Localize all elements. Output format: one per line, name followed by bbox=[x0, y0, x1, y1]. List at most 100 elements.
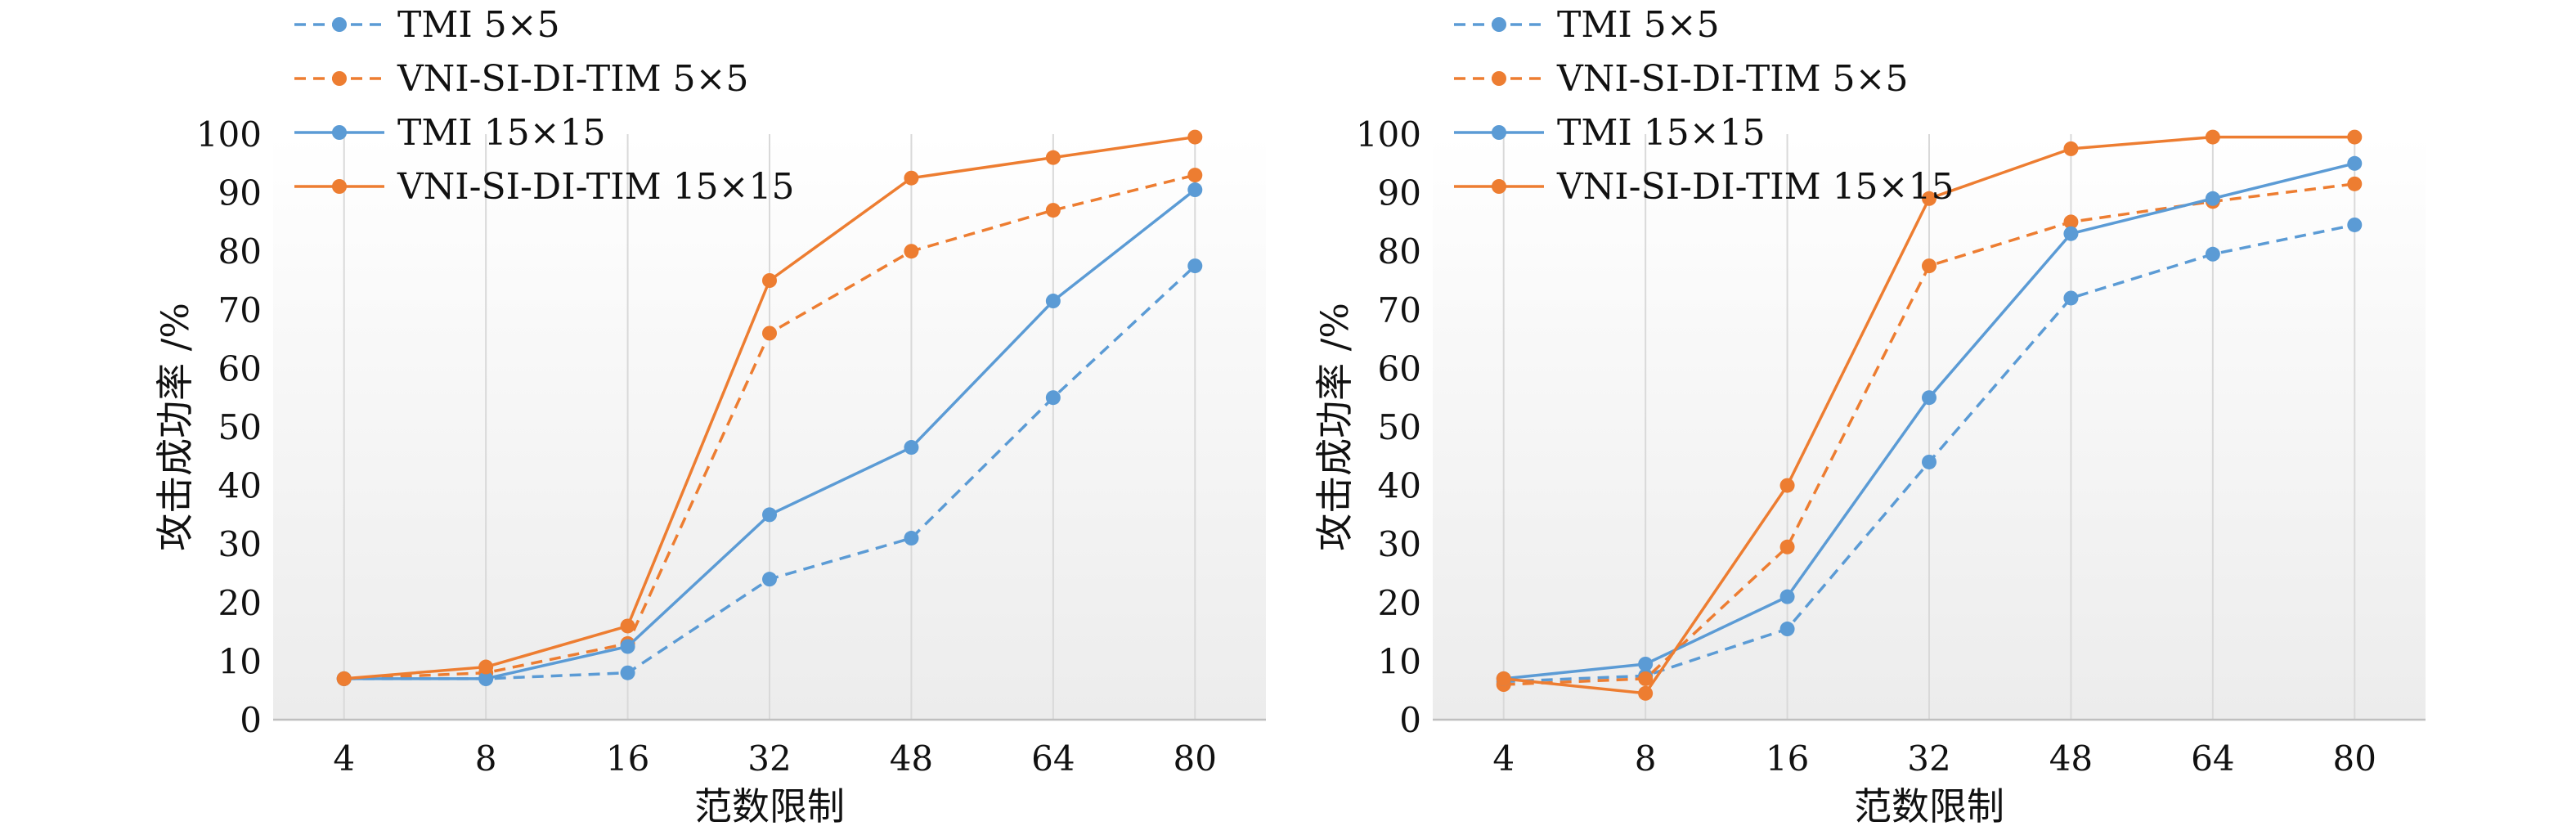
data-point bbox=[2347, 217, 2363, 232]
data-point bbox=[1638, 671, 1654, 686]
x-axis-label: 范数限制 bbox=[694, 784, 845, 828]
y-tick-label: 100 bbox=[196, 114, 262, 155]
data-point bbox=[1045, 294, 1061, 309]
data-point bbox=[2063, 141, 2079, 156]
data-point bbox=[2205, 246, 2220, 262]
x-tick-label: 64 bbox=[1031, 738, 1075, 779]
x-tick-label: 4 bbox=[1492, 738, 1515, 779]
legend-label: VNI-SI-DI-TIM 5×5 bbox=[1556, 58, 1909, 100]
data-point bbox=[904, 170, 919, 186]
legend-marker bbox=[1492, 17, 1506, 32]
data-point bbox=[336, 671, 352, 686]
x-tick-label: 16 bbox=[606, 738, 649, 779]
x-tick-label: 8 bbox=[1635, 738, 1657, 779]
y-tick-label: 90 bbox=[1378, 173, 1421, 213]
x-tick-label: 48 bbox=[890, 738, 933, 779]
data-point bbox=[1779, 622, 1795, 637]
data-point bbox=[1187, 258, 1203, 274]
data-point bbox=[1922, 258, 1936, 274]
y-axis-label: 攻击成功率 /% bbox=[1313, 303, 1357, 551]
y-tick-label: 0 bbox=[240, 700, 262, 740]
data-point bbox=[1922, 454, 1936, 469]
y-tick-label: 70 bbox=[218, 290, 262, 330]
series-4 bbox=[336, 129, 1203, 686]
y-tick-label: 10 bbox=[218, 641, 262, 681]
y-tick-label: 20 bbox=[218, 583, 262, 623]
y-tick-label: 60 bbox=[1378, 348, 1421, 388]
legend-label: VNI-SI-DI-TIM 15×15 bbox=[1556, 166, 1954, 208]
y-tick-label: 0 bbox=[1399, 700, 1421, 740]
y-tick-label: 50 bbox=[1378, 407, 1421, 447]
legend-marker bbox=[332, 125, 347, 140]
y-tick-label: 20 bbox=[1378, 583, 1421, 623]
data-point bbox=[1187, 168, 1203, 183]
x-tick-label: 80 bbox=[2333, 738, 2376, 779]
data-point bbox=[762, 507, 777, 523]
data-point bbox=[904, 244, 919, 259]
x-tick-label: 4 bbox=[333, 738, 355, 779]
x-tick-label: 64 bbox=[2191, 738, 2234, 779]
data-point bbox=[2347, 155, 2363, 171]
data-point bbox=[1045, 150, 1061, 165]
data-point bbox=[762, 273, 777, 288]
data-point bbox=[620, 639, 635, 654]
data-point bbox=[1922, 191, 1936, 206]
y-tick-label: 80 bbox=[218, 231, 262, 272]
data-point bbox=[762, 572, 777, 587]
legend-label: TMI 5×5 bbox=[397, 4, 560, 46]
data-point bbox=[620, 618, 635, 634]
data-point bbox=[478, 659, 494, 675]
y-tick-label: 10 bbox=[1378, 641, 1421, 681]
legend-label: TMI 15×15 bbox=[1557, 112, 1766, 154]
legend-label: TMI 15×15 bbox=[397, 112, 606, 154]
series-3 bbox=[1496, 155, 2363, 686]
data-point bbox=[904, 440, 919, 456]
y-tick-label: 50 bbox=[218, 407, 262, 447]
y-tick-label: 40 bbox=[218, 466, 262, 506]
series-4 bbox=[1496, 129, 2363, 701]
y-tick-label: 80 bbox=[1378, 231, 1421, 272]
y-tick-label: 90 bbox=[218, 173, 262, 213]
legend-marker bbox=[332, 179, 347, 194]
data-point bbox=[2063, 226, 2079, 241]
data-point bbox=[1187, 182, 1203, 198]
legend-marker bbox=[332, 71, 347, 86]
y-tick-label: 30 bbox=[218, 524, 262, 564]
legend: TMI 5×5 VNI-SI-DI-TIM 5×5 TMI 15×15 VNI-SI-… bbox=[1454, 4, 1954, 208]
data-point bbox=[2063, 214, 2079, 230]
data-point bbox=[2205, 129, 2220, 145]
data-point bbox=[762, 325, 777, 341]
legend: TMI 5×5 VNI-SI-DI-TIM 5×5 TMI 15×15 VNI-SI-… bbox=[294, 4, 794, 208]
legend-label: VNI-SI-DI-TIM 15×15 bbox=[397, 166, 794, 208]
x-tick-label: 48 bbox=[2049, 738, 2093, 779]
data-point bbox=[1638, 685, 1654, 701]
x-tick-label: 32 bbox=[747, 738, 791, 779]
x-axis-label: 范数限制 bbox=[1854, 784, 2004, 828]
data-point bbox=[2205, 191, 2220, 206]
x-tick-label: 16 bbox=[1766, 738, 1809, 779]
legend-label: VNI-SI-DI-TIM 5×5 bbox=[397, 58, 749, 100]
data-point bbox=[1045, 203, 1061, 218]
x-tick-label: 80 bbox=[1174, 738, 1217, 779]
data-point bbox=[2347, 129, 2363, 145]
legend-label: TMI 5×5 bbox=[1557, 4, 1720, 46]
data-point bbox=[1779, 539, 1795, 554]
data-point bbox=[2063, 290, 2079, 306]
legend-marker bbox=[1492, 179, 1506, 194]
y-tick-label: 30 bbox=[1378, 524, 1421, 564]
data-point bbox=[1045, 390, 1061, 406]
y-tick-label: 70 bbox=[1378, 290, 1421, 330]
data-point bbox=[1187, 129, 1203, 145]
x-tick-label: 8 bbox=[475, 738, 497, 779]
data-point bbox=[2347, 176, 2363, 191]
legend-marker bbox=[332, 17, 347, 32]
data-point bbox=[1638, 656, 1654, 671]
y-tick-label: 100 bbox=[1356, 114, 1421, 155]
y-tick-label: 60 bbox=[218, 348, 262, 388]
y-axis-label: 攻击成功率 /% bbox=[153, 303, 197, 551]
x-tick-label: 32 bbox=[1907, 738, 1950, 779]
